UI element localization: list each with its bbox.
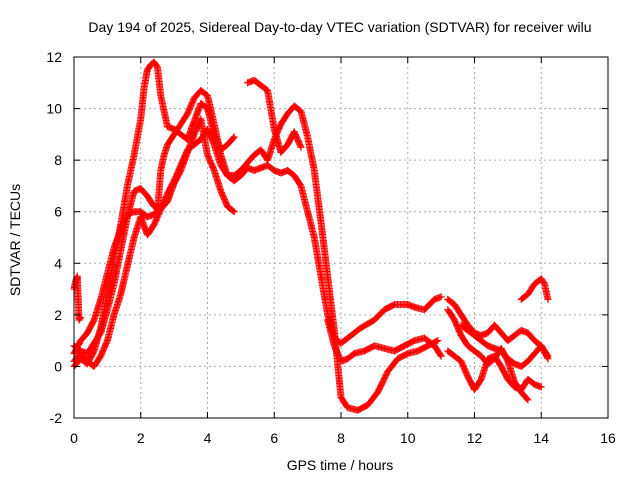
data-point <box>437 352 445 360</box>
data-point <box>76 315 84 323</box>
data-point <box>544 352 552 360</box>
data-point <box>433 337 441 345</box>
x-tick-label: 8 <box>337 430 345 446</box>
y-tick-label: 10 <box>46 101 62 117</box>
y-tick-label: 4 <box>54 255 62 271</box>
x-tick-label: 12 <box>467 430 483 446</box>
data-point <box>523 395 531 403</box>
data-point <box>230 208 238 216</box>
data-point <box>437 293 445 301</box>
x-tick-label: 2 <box>137 430 145 446</box>
data-point <box>544 295 552 303</box>
x-tick-label: 6 <box>270 430 278 446</box>
series-track-3 <box>70 102 442 414</box>
data-point <box>296 142 304 150</box>
x-tick-label: 4 <box>204 430 212 446</box>
y-tick-label: 0 <box>54 358 62 374</box>
data-point <box>537 383 545 391</box>
data-point <box>229 134 237 142</box>
x-tick-label: 16 <box>600 430 616 446</box>
y-tick-label: -2 <box>50 410 63 426</box>
data-point <box>77 313 85 321</box>
series-track-5 <box>324 316 445 365</box>
series-track-11 <box>517 275 552 303</box>
data-point <box>297 143 305 151</box>
series-track-4 <box>70 115 238 358</box>
x-tick-label: 10 <box>400 430 416 446</box>
chart-title: Day 194 of 2025, Sidereal Day-to-day VTE… <box>88 19 591 35</box>
y-tick-label: 2 <box>54 307 62 323</box>
data-point <box>434 337 442 345</box>
x-tick-label: 14 <box>533 430 549 446</box>
y-tick-label: 12 <box>46 49 62 65</box>
y-tick-label: 8 <box>54 152 62 168</box>
axis-ticks: 0 2 4 6 8 10 12 14 16 -2 0 2 4 6 8 10 12 <box>46 49 616 446</box>
series-track-10 <box>457 321 552 370</box>
data-point <box>436 351 444 359</box>
data-point <box>230 133 238 141</box>
x-tick-label: 0 <box>70 430 78 446</box>
y-axis-label: SDTVAR / TECUs <box>7 184 23 296</box>
series-track-6 <box>244 76 305 156</box>
data-point <box>524 396 532 404</box>
series-track-9 <box>444 347 545 394</box>
data-point <box>229 207 237 215</box>
x-axis-label: GPS time / hours <box>287 457 394 473</box>
data-point <box>543 351 551 359</box>
series-track-12 <box>70 272 85 324</box>
data-points <box>70 58 552 414</box>
y-tick-label: 6 <box>54 204 62 220</box>
